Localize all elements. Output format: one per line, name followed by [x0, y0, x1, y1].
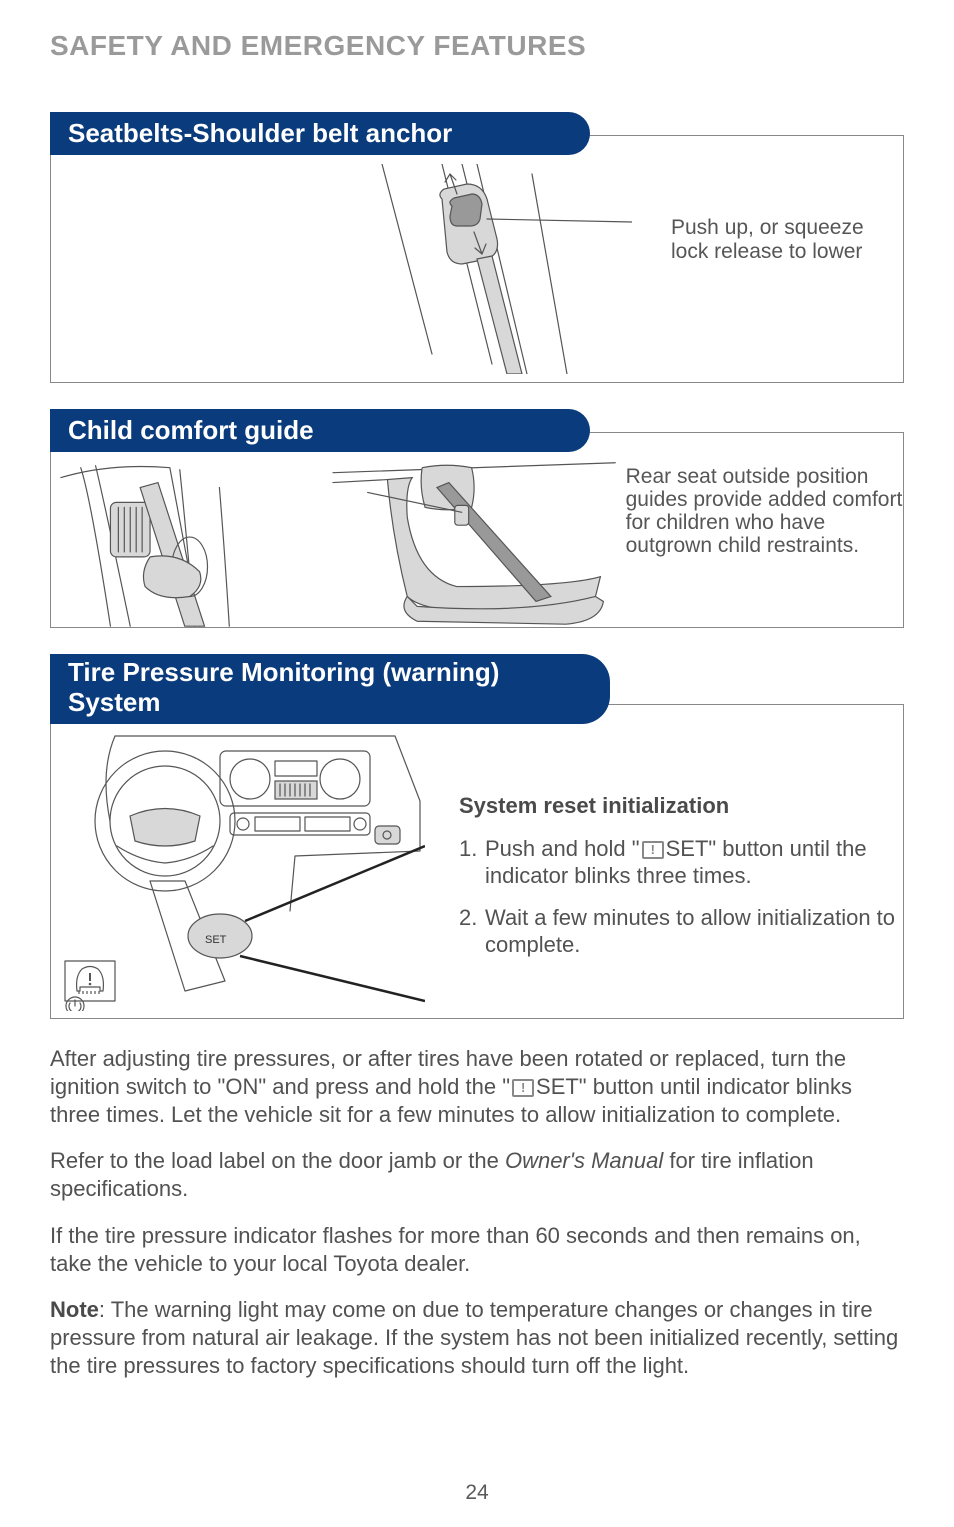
- tpms-para-1: After adjusting tire pressures, or after…: [50, 1045, 904, 1129]
- tpms-dashboard-diagram: SET: [55, 731, 425, 1011]
- power-icon: [66, 997, 84, 1011]
- tpms-step-2: 2. Wait a few minutes to allow initializ…: [459, 904, 903, 959]
- child-guide-closeup-diagram: [51, 457, 328, 627]
- tire-warning-icon: [512, 1079, 534, 1097]
- child-guide-seat-diagram: [328, 457, 615, 627]
- step-number: 1.: [459, 835, 485, 890]
- tpms-para-4: Note: The warning light may come on due …: [50, 1296, 904, 1380]
- tpms-para-3: If the tire pressure indicator flashes f…: [50, 1222, 904, 1278]
- step-text: Push and hold "SET" button until the ind…: [485, 835, 903, 890]
- step-number: 2.: [459, 904, 485, 959]
- tpms-step-1: 1. Push and hold "SET" button until the …: [459, 835, 903, 890]
- tire-warning-icon: [77, 966, 104, 994]
- tpms-subhead: System reset initialization: [459, 793, 903, 819]
- section-heading-tpms: Tire Pressure Monitoring (warning) Syste…: [50, 654, 610, 724]
- child-guide-caption: Rear seat outside position guides provid…: [626, 465, 903, 627]
- section-box-seatbelt: Push up, or squeeze lock release to lowe…: [50, 135, 904, 383]
- tpms-para-2: Refer to the load label on the door jamb…: [50, 1147, 904, 1203]
- section-heading-child-guide: Child comfort guide: [50, 409, 590, 452]
- seatbelt-anchor-diagram: [322, 164, 632, 374]
- page-number: 24: [0, 1481, 954, 1505]
- section-heading-seatbelt: Seatbelts-Shoulder belt anchor: [50, 112, 590, 155]
- page-header: SAFETY AND EMERGENCY FEATURES: [50, 30, 904, 62]
- seatbelt-caption: Push up, or squeeze lock release to lowe…: [671, 216, 881, 264]
- step-text: Wait a few minutes to allow initializati…: [485, 904, 903, 959]
- svg-text:SET: SET: [205, 934, 227, 946]
- section-box-child-guide: Rear seat outside position guides provid…: [50, 432, 904, 628]
- section-box-tpms: SET System reset initializatio: [50, 704, 904, 1019]
- tire-warning-icon: [642, 841, 664, 859]
